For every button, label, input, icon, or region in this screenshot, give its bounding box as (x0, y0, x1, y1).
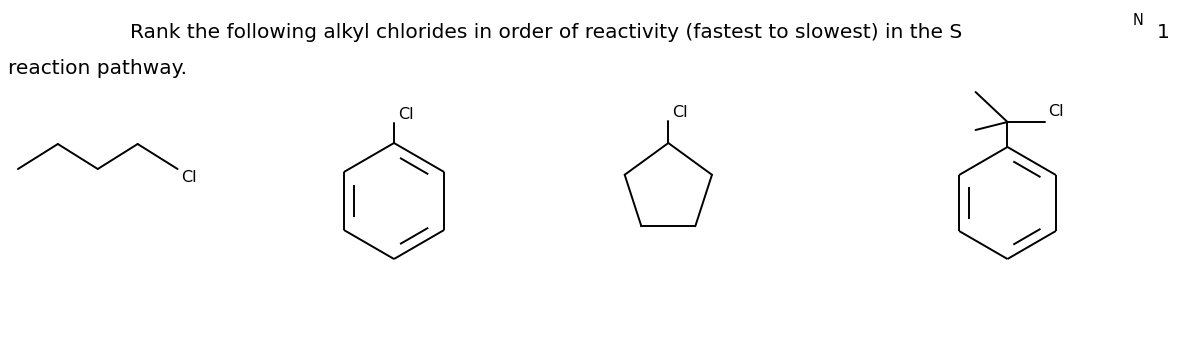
Text: Rank the following alkyl chlorides in order of reactivity (fastest to slowest) i: Rank the following alkyl chlorides in or… (130, 23, 962, 42)
Text: Cl: Cl (1049, 104, 1064, 119)
Text: N: N (1132, 13, 1142, 28)
Text: 1: 1 (1157, 23, 1170, 42)
Text: Cl: Cl (398, 107, 414, 122)
Text: Cl: Cl (181, 170, 197, 185)
Text: Cl: Cl (672, 105, 688, 120)
Text: reaction pathway.: reaction pathway. (8, 59, 187, 78)
